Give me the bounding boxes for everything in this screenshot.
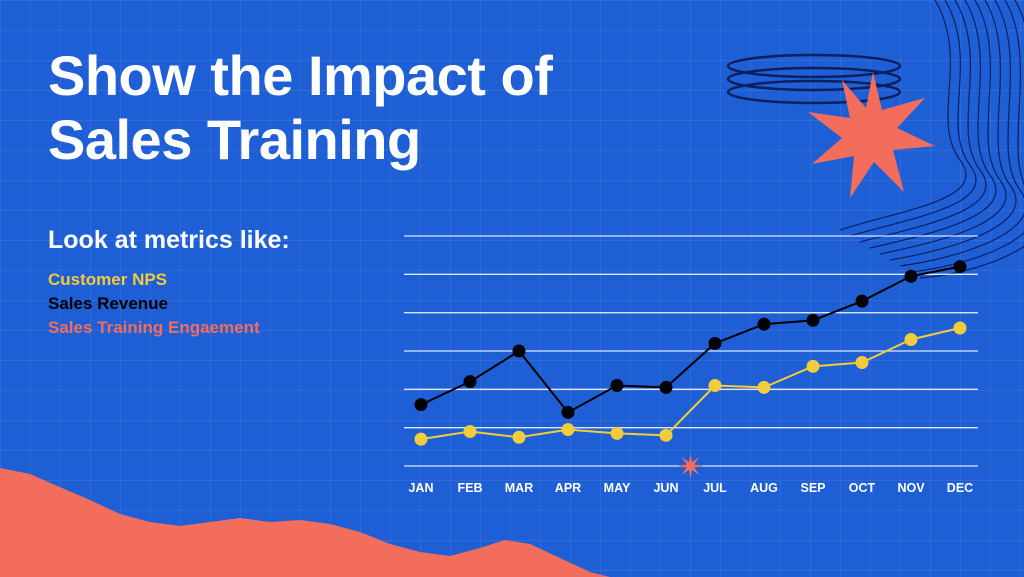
data-point-customer-nps [610,426,624,440]
page-title: Show the Impact of Sales Training [48,44,553,171]
metric-customer-nps: Customer NPS [48,270,168,289]
x-tick-label: MAR [505,481,533,495]
data-point-sales-revenue [953,260,967,274]
x-tick-label: SEP [800,481,825,495]
data-point-sales-revenue [463,375,477,389]
data-point-customer-nps [512,430,526,444]
data-point-sales-revenue [855,294,869,308]
x-tick-label: DEC [947,481,973,495]
data-point-customer-nps [904,333,918,346]
data-point-customer-nps [757,380,771,394]
metric-sales-training-engagement: Sales Training Engaement [48,318,260,337]
data-point-sales-revenue [610,379,624,392]
x-tick-label: AUG [750,481,778,495]
data-point-customer-nps [855,356,869,369]
metric-sales-revenue: Sales Revenue [48,294,169,313]
torn-paper-decoration [0,468,610,577]
x-tick-label: FEB [458,481,483,495]
data-point-sales-revenue [806,313,820,327]
data-point-sales-revenue [659,380,673,394]
data-point-sales-revenue [414,398,428,412]
data-point-customer-nps [414,432,428,446]
x-tick-label: JUL [703,481,727,495]
x-tick-label: APR [555,481,581,495]
series-line-customer-nps [420,327,961,441]
wavy-lines-decoration [839,0,1024,279]
data-point-customer-nps [463,425,477,438]
subtitle: Look at metrics like: [48,226,290,254]
rings-decoration [726,53,902,105]
data-point-sales-revenue [512,344,526,358]
x-tick-label: JUN [653,481,678,495]
x-tick-label: MAY [604,481,631,495]
data-point-sales-revenue [561,405,575,419]
starburst-decoration [808,72,935,198]
data-point-customer-nps [806,359,820,373]
data-point-sales-revenue [757,317,771,331]
data-point-customer-nps [561,423,575,437]
x-tick-label: OCT [849,481,876,495]
data-point-customer-nps [659,428,673,442]
data-point-sales-revenue [904,269,918,283]
data-point-sales-revenue [708,336,722,350]
series-line-sales-revenue [420,265,961,414]
x-tick-label: NOV [897,481,925,495]
data-point-customer-nps [708,379,722,392]
data-point-customer-nps [953,321,967,335]
x-tick-label: JAN [408,481,433,495]
training-start-star-icon [677,453,704,479]
